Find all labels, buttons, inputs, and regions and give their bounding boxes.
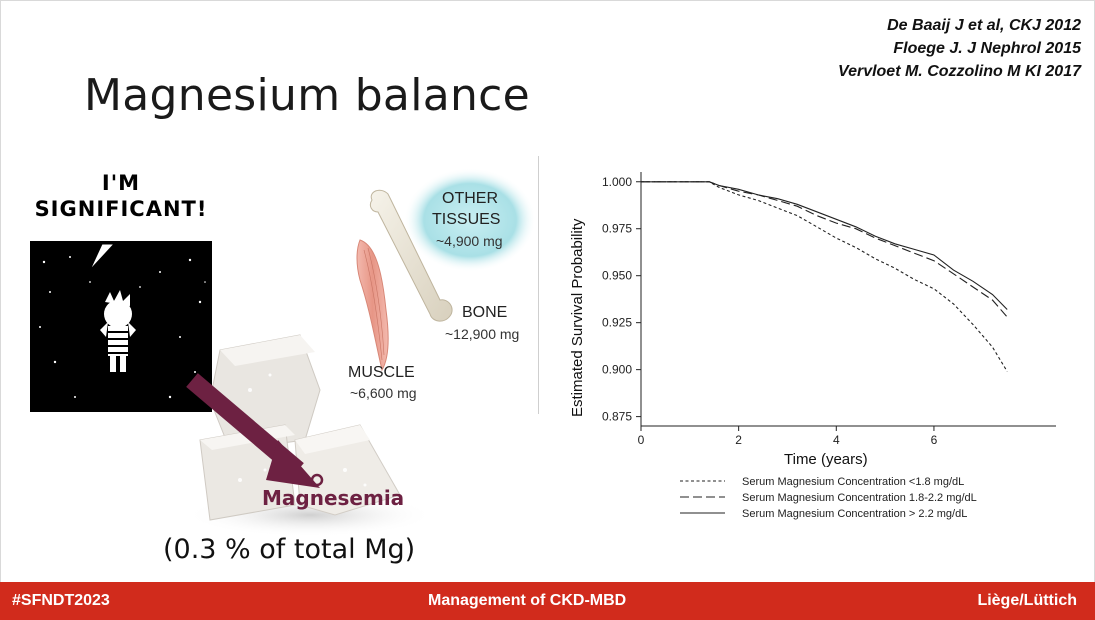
x-tick-label: 0 bbox=[638, 433, 645, 447]
references: De Baaij J et al, CKJ 2012 Floege J. J N… bbox=[838, 14, 1081, 83]
footer-center-title: Management of CKD-MBD bbox=[428, 592, 627, 609]
comic-line-1: I'M bbox=[101, 171, 141, 195]
y-tick-label: 0.925 bbox=[602, 316, 632, 330]
body-distribution-figure: OTHER TISSUES ~4,900 mg BONE ~12,900 mg … bbox=[320, 160, 540, 415]
other-tissues-value: ~4,900 mg bbox=[436, 233, 503, 249]
magnesemia-note: (0.3 % of total Mg) bbox=[163, 534, 416, 565]
other-tissues-label-1: OTHER bbox=[442, 190, 498, 207]
chart-legend: Serum Magnesium Concentration <1.8 mg/dL… bbox=[680, 476, 977, 520]
chart-axes: 1.000 0.975 0.950 0.925 0.900 0.875 0 2 4 6 bbox=[602, 172, 1056, 447]
y-tick-label: 0.900 bbox=[602, 363, 632, 377]
reference-2: Floege J. J Nephrol 2015 bbox=[893, 40, 1081, 57]
chart-y-axis-label: Estimated Survival Probability bbox=[569, 218, 586, 417]
series-line-2 bbox=[641, 181, 1008, 318]
comic-speech-area: I'M SIGNIFICANT! bbox=[30, 162, 212, 244]
reference-1: De Baaij J et al, CKJ 2012 bbox=[887, 17, 1081, 34]
y-tick-label: 0.875 bbox=[602, 410, 632, 424]
muscle-value: ~6,600 mg bbox=[350, 385, 417, 401]
x-tick-label: 4 bbox=[833, 433, 840, 447]
footer-location: Liège/Lüttich bbox=[977, 592, 1077, 609]
other-tissues-label-2: TISSUES bbox=[432, 211, 501, 228]
series-line-1 bbox=[641, 181, 1008, 372]
muscle-label: MUSCLE bbox=[348, 364, 415, 381]
figure-divider bbox=[538, 156, 539, 414]
x-tick-label: 2 bbox=[735, 433, 742, 447]
bone-value: ~12,900 mg bbox=[445, 326, 520, 342]
comic-panel: I'M SIGNIFICANT! bbox=[30, 162, 212, 412]
magnesemia-label: Magnesemia bbox=[262, 486, 405, 510]
reference-3: Vervloet M. Cozzolino M KI 2017 bbox=[837, 63, 1081, 80]
footer-hashtag: #SFNDT2023 bbox=[12, 592, 110, 609]
comic-drawing bbox=[39, 243, 206, 399]
legend-entry-2: Serum Magnesium Concentration 1.8-2.2 mg… bbox=[742, 492, 977, 504]
sugar-cubes-image bbox=[185, 334, 435, 537]
footer-bar: #SFNDT2023 Management of CKD-MBD Liège/L… bbox=[0, 582, 1095, 620]
body-distribution-drawing bbox=[356, 168, 536, 372]
bone-label: BONE bbox=[462, 304, 508, 321]
survival-chart: Estimated Survival Probability Time (yea… bbox=[569, 172, 1056, 520]
series-line-3 bbox=[641, 181, 1008, 310]
comic-line-2: SIGNIFICANT! bbox=[34, 197, 208, 221]
y-tick-label: 1.000 bbox=[602, 175, 632, 189]
chart-series-lines bbox=[641, 181, 1008, 372]
comic-speech-text: I'M SIGNIFICANT! bbox=[30, 170, 212, 222]
chart-x-axis-label: Time (years) bbox=[784, 451, 868, 468]
slide-title: Magnesium balance bbox=[84, 70, 531, 121]
y-tick-label: 0.950 bbox=[602, 269, 632, 283]
legend-entry-1: Serum Magnesium Concentration <1.8 mg/dL bbox=[742, 476, 964, 488]
legend-entry-3: Serum Magnesium Concentration > 2.2 mg/d… bbox=[742, 508, 967, 520]
y-tick-label: 0.975 bbox=[602, 222, 632, 236]
x-tick-label: 6 bbox=[931, 433, 938, 447]
